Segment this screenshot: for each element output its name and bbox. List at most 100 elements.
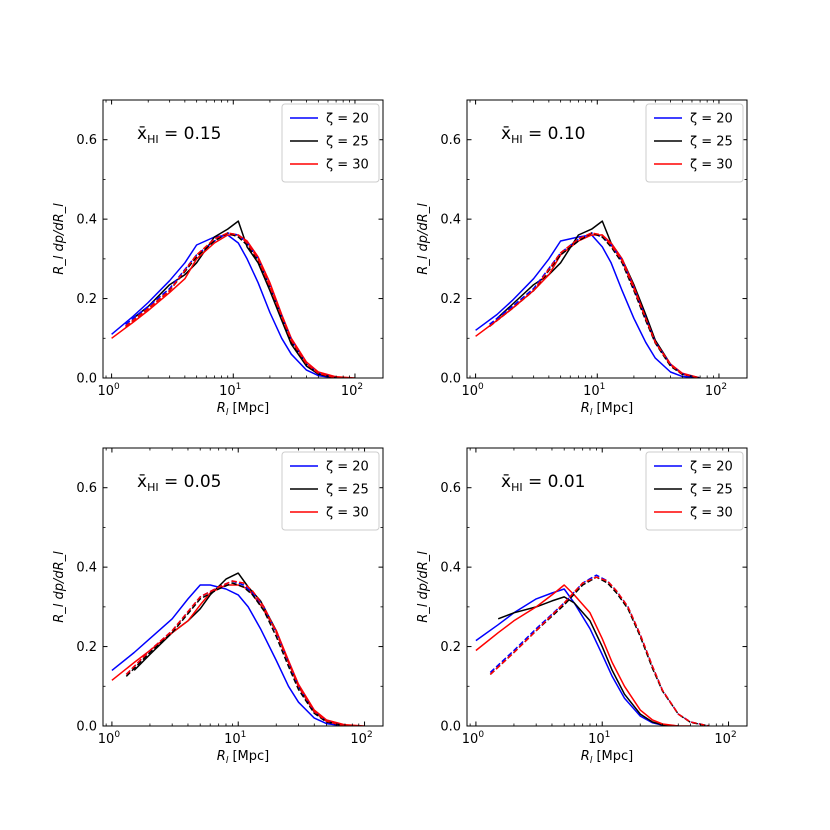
x-tick-base: 10 (224, 732, 241, 747)
annotation-value: = 0.01 (523, 472, 586, 492)
x-tick-label: 100 (462, 730, 485, 747)
x-tick-base: 10 (462, 732, 479, 747)
x-tick-base: 10 (341, 384, 358, 399)
y-tick-label: 0.6 (440, 133, 461, 148)
x-tick-base: 10 (588, 732, 605, 747)
x-label-sub: l (590, 408, 593, 418)
annotation-symbol: x̄ (501, 472, 511, 492)
x-label-unit: [Mpc] (228, 401, 269, 416)
x-axis-label: Rl [Mpc] (581, 401, 633, 418)
series-line-2 (497, 596, 679, 726)
x-tick-exponent: 0 (478, 730, 484, 740)
x-tick-label: 102 (714, 730, 736, 747)
legend-label: ζ = 20 (326, 460, 369, 475)
annotation-subscript: HI (511, 481, 523, 494)
series-group (475, 574, 710, 726)
annotation-value: = 0.15 (159, 124, 222, 144)
x-axis-label: Rl [Mpc] (217, 749, 269, 766)
series-line-2 (132, 220, 337, 378)
x-tick-exponent: 2 (357, 382, 363, 392)
legend-label: ζ = 25 (690, 135, 733, 150)
legend-label: ζ = 30 (690, 158, 733, 173)
x-tick-exponent: 0 (478, 382, 484, 392)
x-tick-exponent: 1 (605, 730, 611, 740)
series-line-1 (475, 234, 701, 378)
axes-frame (466, 99, 748, 379)
x-tick-exponent: 1 (600, 382, 606, 392)
annotation-subscript: HI (147, 481, 159, 494)
annotation-subscript: HI (147, 133, 159, 146)
x-tick-base: 10 (583, 384, 600, 399)
x-tick-exponent: 0 (114, 382, 120, 392)
x-tick-base: 10 (97, 384, 114, 399)
legend: ζ = 20 ζ = 25 ζ = 30 (645, 451, 744, 531)
x-label-sub: l (226, 408, 229, 418)
series-line-6 (125, 232, 337, 378)
legend-label: ζ = 25 (690, 483, 733, 498)
annotation: x̄HI = 0.15 (137, 124, 221, 146)
y-tick-label: 0.0 (76, 720, 97, 735)
y-axis-label: R_l dp/dR_l (416, 203, 431, 275)
annotation-symbol: x̄ (137, 124, 147, 144)
x-label-main: R (581, 749, 590, 764)
x-tick-label: 102 (705, 382, 727, 399)
series-line-5 (489, 576, 710, 726)
annotation: x̄HI = 0.10 (501, 124, 585, 146)
annotation: x̄HI = 0.01 (501, 472, 585, 494)
x-tick-label: 100 (461, 382, 484, 399)
annotation-symbol: x̄ (137, 472, 147, 492)
y-tick-label: 0.2 (76, 640, 97, 655)
series-line-3 (475, 584, 691, 726)
x-tick-label: 101 (588, 730, 610, 747)
x-label-unit: [Mpc] (592, 749, 633, 764)
legend-box (645, 103, 744, 183)
legend-label: ζ = 30 (690, 506, 733, 521)
x-label-sub: l (226, 756, 229, 766)
series-line-5 (125, 582, 346, 726)
series-group (475, 220, 701, 378)
series-group (111, 572, 365, 726)
annotation-value: = 0.05 (159, 472, 222, 492)
y-tick-label: 0.0 (440, 720, 461, 735)
series-line-2 (496, 220, 701, 378)
x-tick-exponent: 1 (236, 382, 242, 392)
y-tick-label: 0.6 (76, 481, 97, 496)
legend-box (281, 451, 380, 531)
series-group (111, 220, 356, 378)
legend-label: ζ = 25 (326, 483, 369, 498)
x-tick-exponent: 2 (721, 382, 727, 392)
series-line-4 (489, 232, 701, 378)
y-tick-label: 0.4 (440, 213, 461, 228)
x-tick-label: 102 (350, 730, 372, 747)
y-tick-label: 0.0 (440, 372, 461, 387)
axes-frame (466, 447, 748, 727)
x-tick-exponent: 2 (367, 730, 373, 740)
annotation: x̄HI = 0.05 (137, 472, 221, 494)
x-label-main: R (581, 401, 590, 416)
x-axis-label: Rl [Mpc] (581, 749, 633, 766)
series-line-1 (111, 234, 337, 378)
series-line-6 (125, 580, 346, 726)
x-tick-base: 10 (705, 384, 722, 399)
series-line-4 (125, 232, 337, 378)
x-tick-label: 101 (224, 730, 246, 747)
legend-label: ζ = 25 (326, 135, 369, 150)
y-tick-label: 0.4 (76, 213, 97, 228)
y-tick-label: 0.6 (440, 481, 461, 496)
axes-frame (102, 99, 384, 379)
legend: ζ = 20 ζ = 25 ζ = 30 (281, 451, 380, 531)
legend-label: ζ = 20 (690, 112, 733, 127)
annotation-value: = 0.10 (523, 124, 586, 144)
series-line-6 (489, 232, 701, 378)
y-axis-label: R_l dp/dR_l (52, 551, 67, 623)
x-tick-exponent: 1 (241, 730, 247, 740)
x-label-main: R (217, 749, 226, 764)
series-line-1 (475, 588, 679, 726)
legend-label: ζ = 20 (690, 460, 733, 475)
x-label-unit: [Mpc] (228, 749, 269, 764)
y-tick-label: 0.2 (440, 640, 461, 655)
